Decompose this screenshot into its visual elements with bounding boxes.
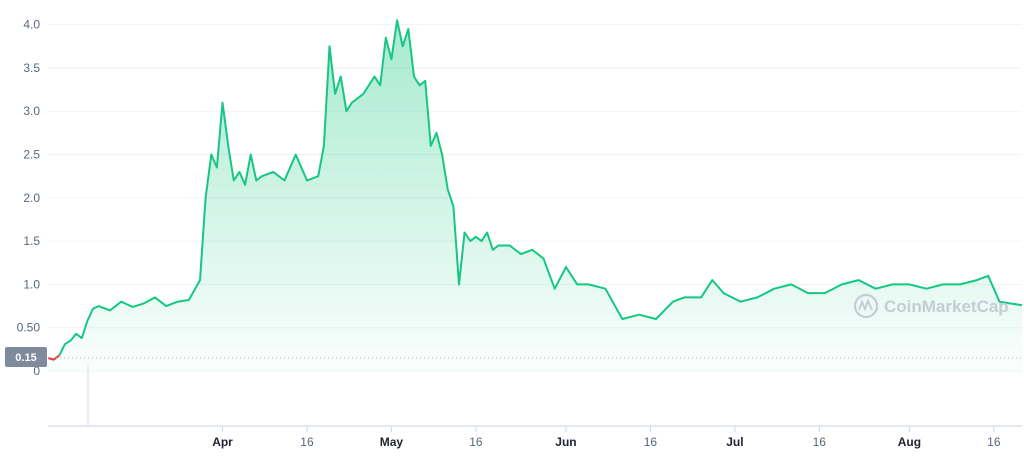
watermark: CoinMarketCap (853, 293, 1009, 319)
x-tick-label: 16 (469, 435, 483, 449)
x-tick-label: Aug (898, 435, 921, 449)
y-tick-label: 3.5 (23, 61, 40, 75)
y-tick-label: 3.0 (23, 104, 40, 118)
price-area (48, 20, 1022, 372)
coinmarketcap-logo-wave-icon (858, 298, 873, 312)
x-tick-label: Apr (212, 435, 233, 449)
x-tick-label: Jun (555, 435, 576, 449)
y-tick-label: 2.5 (23, 148, 40, 162)
y-tick-label: 2.0 (23, 191, 40, 205)
x-tick-label: May (380, 435, 404, 449)
watermark-text: CoinMarketCap (884, 297, 1009, 316)
price-line-path (58, 19, 1023, 356)
volume-strip (48, 364, 1022, 427)
reference-badge: 0.15 (5, 347, 47, 367)
y-tick-label: 1.0 (23, 277, 40, 291)
reference-badge-label: 0.15 (15, 352, 36, 364)
x-tick-label: 16 (644, 435, 658, 449)
y-tick-label: 0 (33, 364, 40, 378)
y-axis-ticks: 4.0 3.5 3.0 2.5 2.0 1.5 1.0 0.50 0 (17, 18, 41, 378)
x-axis-ticks: Apr 16 May 16 Jun 16 Jul 16 Aug 16 (212, 427, 1001, 449)
x-tick-label: Jul (726, 435, 743, 449)
price-line (47, 19, 1023, 361)
x-tick-label: 16 (987, 435, 1001, 449)
x-tick-label: 16 (813, 435, 827, 449)
y-tick-label: 1.5 (23, 234, 40, 248)
price-line-start-segment (47, 354, 60, 361)
x-tick-label: 16 (300, 435, 314, 449)
y-tick-label: 0.50 (17, 321, 41, 335)
y-tick-label: 4.0 (23, 18, 40, 32)
reference-badge-box (5, 347, 47, 367)
price-area-fill (48, 20, 1022, 372)
coinmarketcap-logo-icon (853, 293, 879, 319)
